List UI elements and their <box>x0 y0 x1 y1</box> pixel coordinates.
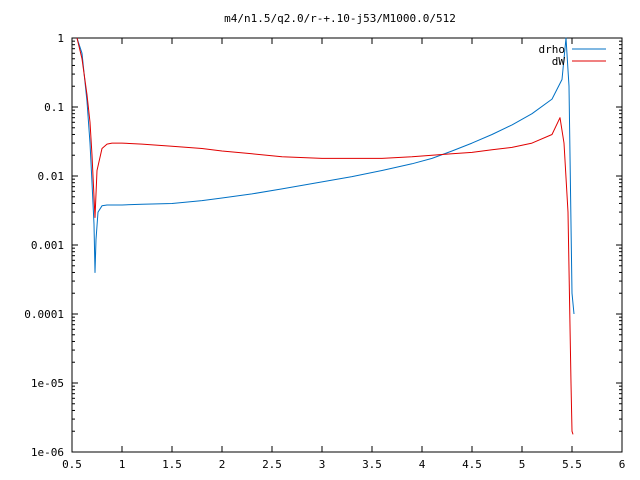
x-tick-label: 4 <box>419 458 426 471</box>
x-tick-label: 2 <box>219 458 226 471</box>
y-tick-label: 0.1 <box>44 101 64 114</box>
x-tick-label: 3.5 <box>362 458 382 471</box>
x-tick-label: 1.5 <box>162 458 182 471</box>
x-tick-label: 1 <box>119 458 126 471</box>
x-tick-label: 5 <box>519 458 526 471</box>
x-tick-label: 3 <box>319 458 326 471</box>
y-tick-label: 1 <box>57 32 64 45</box>
y-axis: 1e-06 1e-05 0.0001 0.001 0.01 0.1 1 <box>24 32 622 459</box>
x-tick-label: 4.5 <box>462 458 482 471</box>
x-tick-label: 0.5 <box>62 458 82 471</box>
x-tick-label: 6 <box>619 458 626 471</box>
series-layer <box>76 37 575 435</box>
y-tick-label: 1e-05 <box>31 377 64 390</box>
y-tick-label: 1e-06 <box>31 446 64 459</box>
x-tick-label: 5.5 <box>562 458 582 471</box>
y-tick-label: 0.0001 <box>24 308 64 321</box>
y-tick-label: 0.01 <box>38 170 65 183</box>
series-line-dw <box>76 37 574 435</box>
legend-label-drho: drho <box>539 43 566 56</box>
x-axis: 0.5 1 1.5 2 2.5 3 3.5 4 4.5 5 5.5 6 <box>62 38 625 471</box>
series-line-drho <box>76 37 575 315</box>
x-tick-label: 2.5 <box>262 458 282 471</box>
legend-label-dw: dW <box>552 55 566 68</box>
y-tick-label: 0.001 <box>31 239 64 252</box>
chart-title: m4/n1.5/q2.0/r-+.10-j53/M1000.0/512 <box>224 12 456 25</box>
